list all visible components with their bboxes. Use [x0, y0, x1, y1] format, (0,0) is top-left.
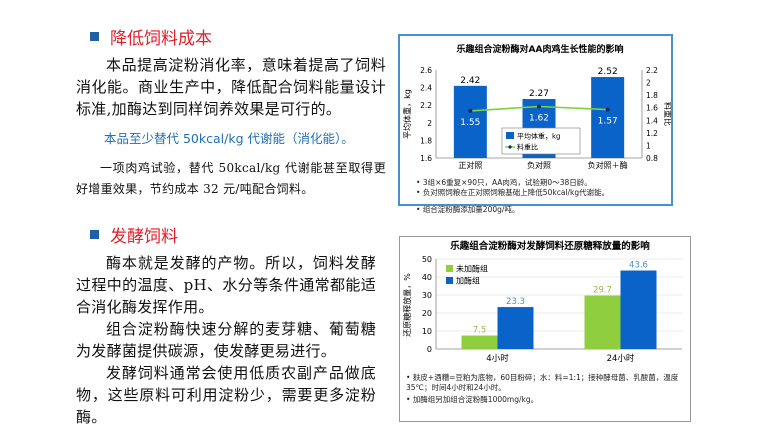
chart2-ytick-2: 20	[422, 309, 432, 318]
chart1-legend-swatch-weight	[506, 132, 514, 139]
chart2-ytick-5: 50	[422, 255, 432, 264]
chart2-ytick-3: 30	[422, 291, 432, 300]
section1-highlight: 本品至少替代 50kcal/kg 代谢能（消化能）。	[104, 131, 354, 146]
chart1-y2label: 料重比	[663, 102, 671, 126]
chart1-xtick-1: 负对照	[527, 160, 551, 170]
chart1-bar-label-1: 2.27	[529, 89, 549, 99]
chart2-ytick-1: 10	[422, 327, 432, 336]
chart1-bar-label-2: 2.52	[598, 67, 618, 77]
chart1-legend-box	[501, 127, 581, 155]
chart1-footnotes: • 3组×6重复×90只，AA肉鸡，试验期0～38日龄。 • 负对照饲粮在正对照…	[416, 178, 666, 198]
chart1-ratio-label-2: 1.57	[598, 117, 618, 127]
chart1-bar-0	[453, 85, 487, 158]
chart1-legend-marker-ratio	[508, 145, 512, 149]
chart2-svg: 乐趣组合淀粉酶对发酵饲料还原糖释放量的影响 0 10 20 30 40 50 7.5 23.…	[402, 240, 682, 364]
chart1-y2tick-2: 1.2	[646, 129, 658, 138]
chart1-ratio-point-1	[537, 104, 541, 109]
chart1-ytick-3: 2.2	[420, 101, 432, 110]
section1-heading: 降低饲料成本	[110, 29, 212, 49]
chart1-y2tick-1: 1	[646, 141, 651, 150]
chart2-bar-label-0-1: 23.3	[506, 297, 525, 307]
chart2-xtick-0: 4小时	[486, 353, 509, 364]
chart1-ratio-label-1: 1.62	[529, 113, 549, 123]
chart1-svg: 乐趣组合淀粉酶对AA肉鸡生长性能的影响 1.6 1.8 2 2.2 2.4 2.6 0.8…	[402, 43, 673, 170]
chart1-y2tick-6: 2	[646, 79, 651, 88]
chart2-title: 乐趣组合淀粉酶对发酵饲料还原糖释放量的影响	[450, 240, 650, 252]
section1-paragraph2: 一项肉鸡试验，替代 50kcal/kg 代谢能甚至取得更好增重效果，节约成本 3…	[76, 161, 386, 196]
chart2-bar-label-1-0: 29.7	[593, 286, 612, 296]
chart2-ytick-4: 40	[422, 273, 432, 282]
chart1-y2tick-3: 1.4	[646, 116, 658, 125]
chart1-ytick-1: 1.8	[420, 136, 432, 145]
chart2-panel: 乐趣组合淀粉酶对发酵饲料还原糖释放量的影响 0 10 20 30 40 50 7.5 23.…	[399, 236, 691, 422]
chart1-footnote-1: • 3组×6重复×90只，AA肉鸡，试验期0～38日龄。	[416, 178, 592, 187]
chart2-bar-1-0	[584, 295, 621, 349]
chart1-ratio-point-2	[605, 107, 610, 112]
chart2-bar-label-0-0: 7.5	[473, 326, 487, 336]
chart1-ratio-label-0: 1.55	[460, 118, 480, 128]
chart1-y2tick-0: 0.8	[646, 154, 658, 163]
chart2-legend-enzyme: 加酶组	[456, 276, 480, 286]
chart2-footnotes: • 麸皮+酒糟=豆粕为底物，60目粉碎；水：料=1:1；接种酵母菌、乳酸菌，温度…	[406, 373, 684, 405]
chart2-legend-swatch-control	[446, 265, 453, 272]
chart1-y2tick-5: 1.8	[646, 91, 658, 100]
chart2-bar-label-1-1: 43.6	[629, 261, 648, 271]
chart2-bar-1-1	[620, 270, 657, 349]
chart2-footnote-2: • 加酶组另加组合淀粉酶1000mg/kg。	[406, 395, 539, 404]
chart1-ytick-4: 2.4	[420, 84, 432, 93]
chart1-xtick-2: 负对照＋酶	[588, 160, 628, 170]
chart2-ytick-0: 0	[427, 345, 432, 354]
section2-bullet	[90, 230, 99, 239]
chart1-ratio-point-0	[468, 108, 473, 113]
chart1-footnote-3: • 组合淀粉酶添加量200g/吨。	[416, 205, 520, 214]
chart2-footnote-1: • 麸皮+酒糟=豆粕为底物，60目粉碎；水：料=1:1；接种酵母菌、乳酸菌，温度…	[406, 373, 679, 392]
chart1-y2tick-7: 2.2	[646, 66, 658, 75]
chart2-bar-0-0	[461, 335, 498, 349]
section1-paragraph1: 本品提高淀粉消化率，意味着提高了饲料消化能。商业生产中，降低配合饲料能量设计标准…	[76, 56, 386, 118]
chart1-ytick-5: 2.6	[420, 66, 432, 75]
section2-paragraph2: 组合淀粉酶快速分解的麦芽糖、葡萄糖为发酵菌提供碳源，使发酵更易进行。	[76, 320, 376, 360]
chart1-legend-weight: 平均体重，kg	[517, 132, 561, 141]
chart2-bar-0-1	[497, 307, 534, 349]
chart1-footnote-2: • 负对照饲粮在正对照饲粮基础上降低50kcal/kg代谢能。	[416, 188, 610, 197]
chart2-legend-control: 未加酶组	[456, 264, 488, 274]
section1-bullet	[90, 32, 99, 41]
chart1-xtick-0: 正对照	[458, 160, 482, 170]
chart1-ytick-0: 1.6	[420, 154, 432, 163]
chart2-legend-swatch-enzyme	[446, 277, 453, 284]
section2-paragraph1: 酶本就是发酵的产物。所以，饲料发酵过程中的温度、pH、水分等条件通常都能适合消化…	[76, 254, 376, 316]
chart2-ylabel: 还原糖释放量，%	[402, 273, 412, 337]
chart1-panel: 乐趣组合淀粉酶对AA肉鸡生长性能的影响 1.6 1.8 2 2.2 2.4 2.6 0.8…	[398, 34, 673, 206]
chart1-title: 乐趣组合淀粉酶对AA肉鸡生长性能的影响	[457, 43, 624, 55]
chart1-legend-ratio: 料重比	[517, 143, 538, 152]
chart1-bar-2	[591, 77, 625, 158]
chart1-bar-label-0: 2.42	[460, 76, 480, 86]
section2-heading: 发酵饲料	[110, 227, 178, 247]
section2-paragraph3: 发酵饲料通常会使用低质农副产品做底物，这些原料可利用淀粉少，需要更多淀粉酶。	[76, 364, 376, 426]
chart1-ytick-2: 2	[427, 119, 432, 128]
chart1-y2tick-4: 1.6	[646, 104, 658, 113]
chart2-xtick-1: 24小时	[607, 353, 635, 364]
chart1-ylabel: 平均体重，kg	[402, 89, 412, 139]
